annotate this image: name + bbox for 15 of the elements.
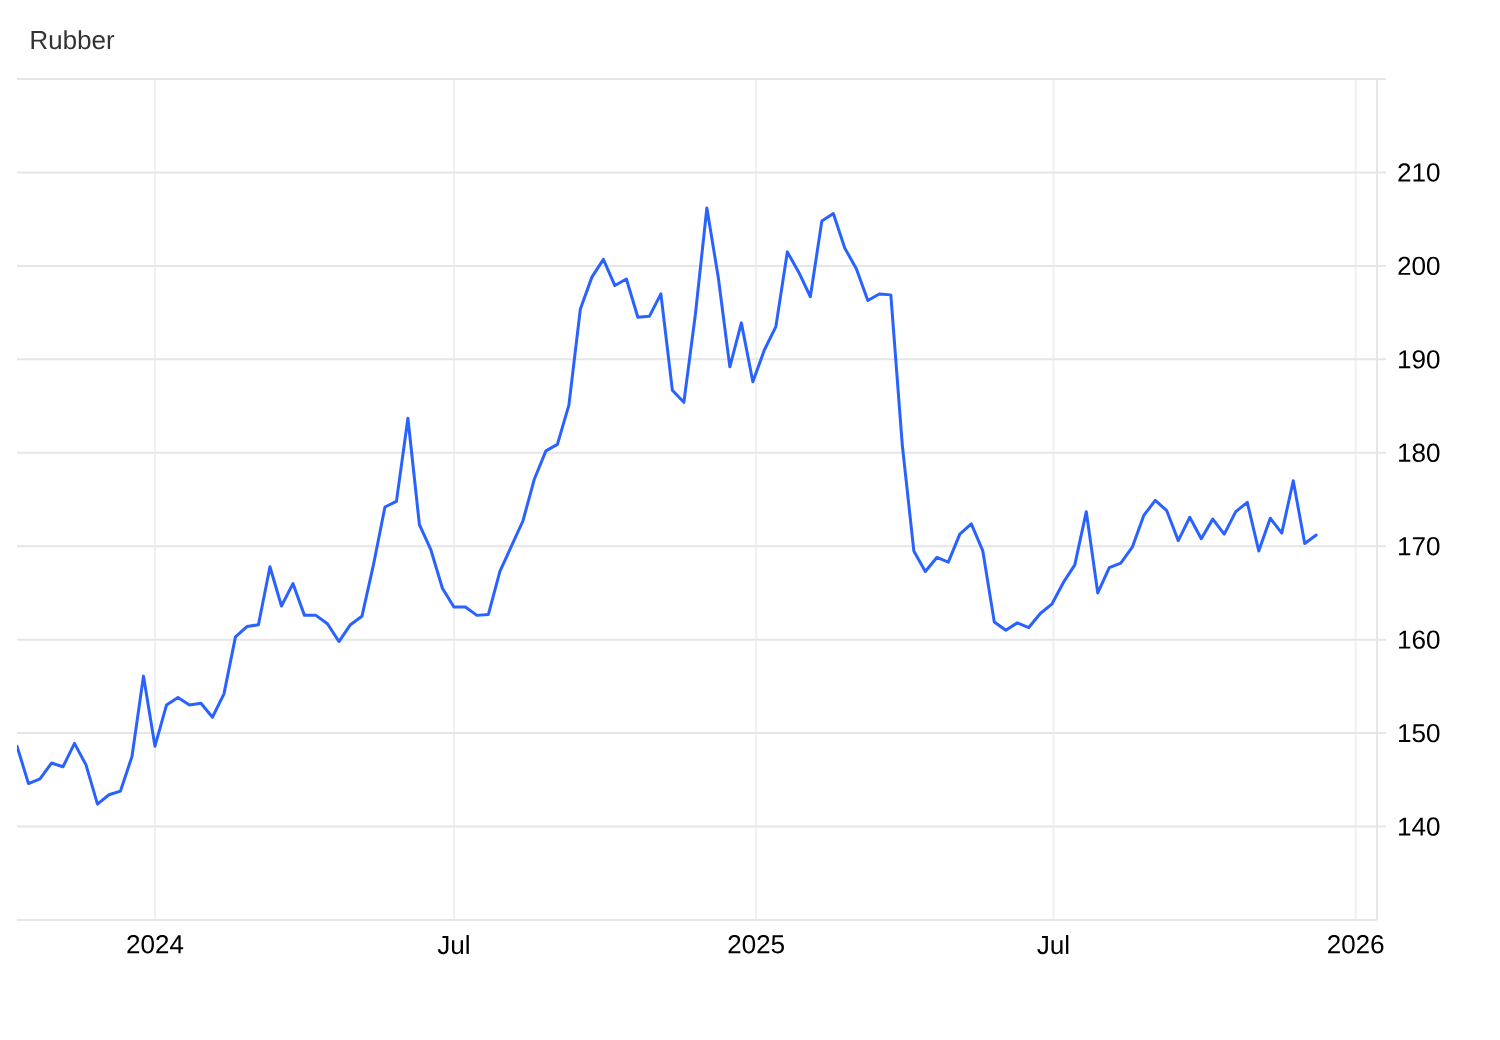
x-tick-label: 2025 [728, 935, 784, 954]
y-tick-label: 170 [1399, 537, 1440, 556]
y-tick-label: 150 [1399, 723, 1440, 743]
x-tick-label: 2024 [127, 935, 184, 954]
y-tick-label: 180 [1399, 443, 1440, 462]
y-tick-label: 210 [1398, 163, 1440, 182]
x-tick-label: Jul [437, 935, 469, 955]
y-tick-label: 190 [1399, 350, 1440, 369]
x-tick-label: Jul [1037, 935, 1069, 955]
chart-title: Rubber [31, 30, 115, 50]
y-tick-label: 140 [1399, 817, 1440, 836]
y-tick-label: 160 [1399, 630, 1440, 649]
line-series [17, 206, 1318, 806]
y-tick-label: 200 [1398, 256, 1440, 276]
x-tick-label: 2026 [1328, 935, 1384, 954]
